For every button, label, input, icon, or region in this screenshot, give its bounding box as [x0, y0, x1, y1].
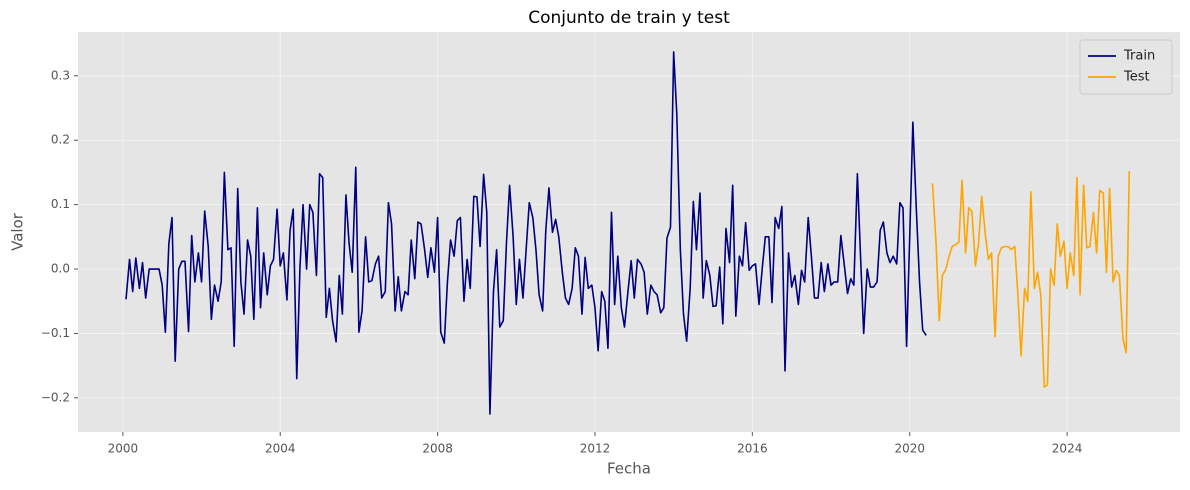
- x-tick-label: 2016: [737, 442, 768, 456]
- x-tick-label: 2000: [108, 442, 139, 456]
- plot-area: [78, 32, 1180, 432]
- legend-box: [1079, 39, 1173, 95]
- x-axis-label: Fecha: [607, 460, 651, 478]
- x-tick-label: 2012: [580, 442, 611, 456]
- y-tick-label: −0.1: [41, 326, 70, 340]
- x-tick-label: 2024: [1052, 442, 1083, 456]
- x-tick-label: 2008: [422, 442, 453, 456]
- y-tick-label: 0.0: [51, 262, 70, 276]
- legend: Train Test: [1079, 39, 1173, 95]
- x-tick-label: 2004: [265, 442, 296, 456]
- y-tick-label: −0.2: [41, 390, 70, 404]
- y-axis-label: Valor: [9, 212, 27, 251]
- x-tick-label: 2020: [894, 442, 925, 456]
- y-tick-label: 0.2: [51, 133, 70, 147]
- legend-label: Train: [1123, 49, 1155, 64]
- y-tick-label: 0.1: [51, 197, 70, 211]
- y-tick-label: 0.3: [51, 68, 70, 82]
- legend-label: Test: [1123, 70, 1150, 85]
- chart-title: Conjunto de train y test: [528, 8, 730, 28]
- line-series: [931, 171, 1131, 388]
- line-series: [125, 51, 927, 415]
